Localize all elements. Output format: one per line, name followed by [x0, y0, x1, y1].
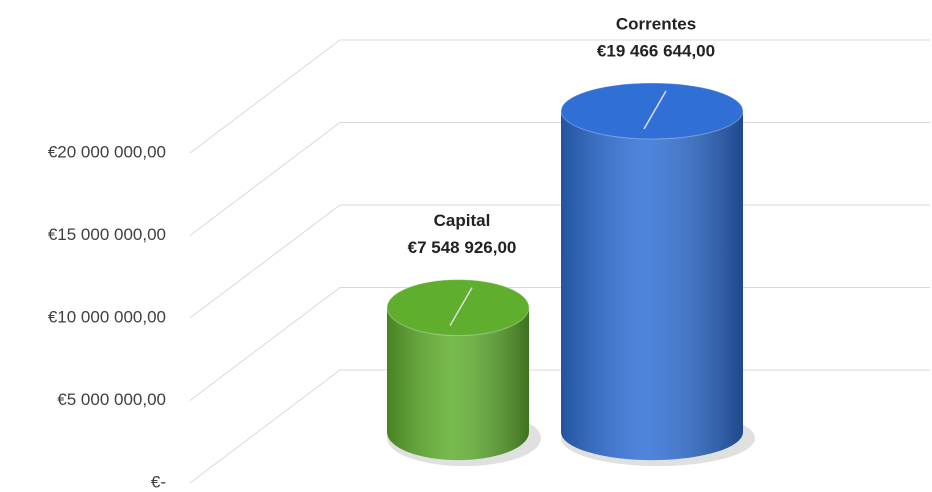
leader-line	[449, 287, 473, 326]
data-label-category: Capital	[434, 211, 491, 230]
cylinder-top	[560, 82, 744, 140]
y-tick-label: €15 000 000,00	[48, 225, 166, 244]
grid-line	[189, 122, 930, 236]
cylinder-shade	[387, 307, 529, 461]
data-label-category: Correntes	[616, 14, 696, 33]
grid-line	[189, 204, 930, 319]
data-label: €7 548 926,00	[408, 238, 517, 257]
grid-line	[189, 39, 930, 154]
grid-line	[189, 369, 930, 484]
data-label: €19 466 644,00	[597, 41, 715, 60]
cylinder-top	[386, 279, 530, 337]
y-tick-label: €5 000 000,00	[57, 390, 166, 409]
y-tick-label: €20 000 000,00	[48, 142, 166, 161]
leader-line	[643, 90, 667, 130]
grid-line	[189, 287, 930, 401]
y-tick-label: €10 000 000,00	[48, 307, 166, 326]
y-tick-label: €-	[151, 472, 166, 491]
cylinder-shade	[561, 110, 743, 461]
